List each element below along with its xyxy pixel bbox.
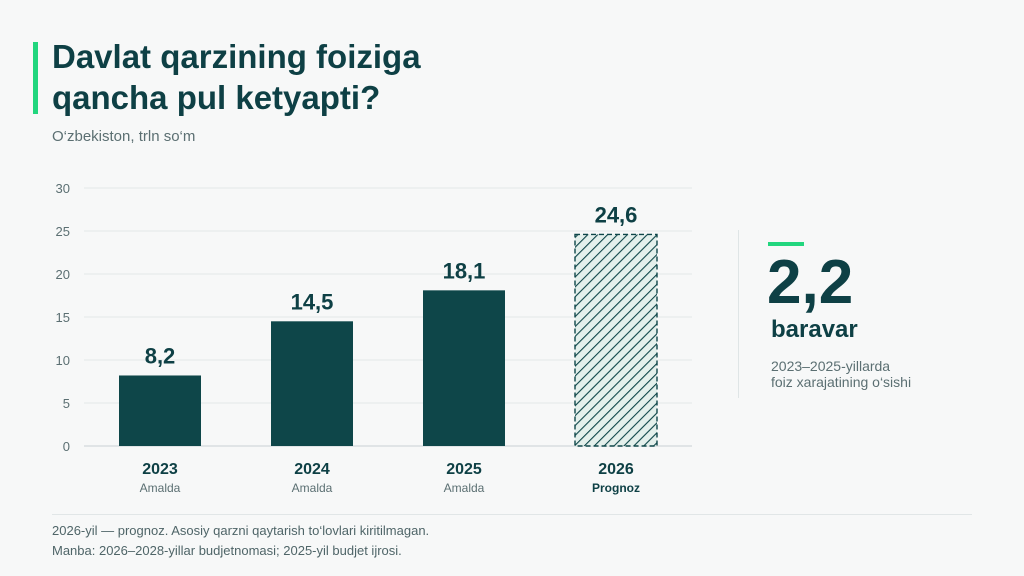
callout-unit: baravar: [771, 316, 858, 343]
callout-description: 2023–2025-yillarda foiz xarajatining o‘s…: [771, 358, 911, 390]
y-tick-label: 25: [56, 224, 70, 239]
x-sublabel: Amalda: [444, 481, 485, 495]
x-sublabel: Prognoz: [592, 481, 640, 495]
footer: 2026-yil — prognoz. Asosiy qarzni qaytar…: [52, 521, 429, 561]
y-tick-label: 10: [56, 353, 70, 368]
callout-accent-bar: [768, 242, 804, 246]
footer-note: 2026-yil — prognoz. Asosiy qarzni qaytar…: [52, 523, 430, 538]
callout-divider: [738, 230, 739, 398]
title-accent-bar: [33, 42, 38, 114]
callout-desc-line-1: 2023–2025-yillarda: [771, 358, 891, 374]
x-sublabel: Amalda: [140, 481, 181, 495]
footer-divider: [52, 514, 972, 515]
bar: [271, 321, 353, 446]
bar-forecast: [574, 233, 658, 447]
title-line-1: Davlat qarzining foiziga: [52, 38, 421, 75]
y-tick-label: 0: [63, 439, 70, 454]
data-label: 24,6: [595, 202, 638, 227]
x-tick-label: 2023: [142, 461, 178, 478]
data-label: 14,5: [291, 289, 334, 314]
data-label: 18,1: [443, 258, 486, 283]
y-tick-label: 5: [63, 396, 70, 411]
chart-subtitle: O‘zbekiston, trln so‘m: [52, 128, 196, 145]
y-tick-label: 15: [56, 310, 70, 325]
y-tick-label: 30: [56, 181, 70, 196]
x-tick-label: 2025: [446, 461, 482, 478]
footer-source: Manba: 2026–2028-yillar budjetnomasi; 20…: [52, 543, 402, 558]
callout-value: 2,2: [767, 248, 854, 317]
x-tick-label: 2024: [294, 461, 330, 478]
x-tick-label: 2026: [598, 461, 634, 478]
callout-desc-line-2: foiz xarajatining o‘sishi: [771, 374, 912, 390]
data-label: 8,2: [145, 343, 176, 368]
page-title: Davlat qarzining foiziga qancha pul kety…: [52, 36, 652, 118]
x-sublabel: Amalda: [292, 481, 333, 495]
title-line-2: qancha pul ketyapti?: [52, 79, 381, 116]
bar: [423, 290, 505, 446]
bar: [119, 375, 201, 446]
y-tick-label: 20: [56, 267, 70, 282]
